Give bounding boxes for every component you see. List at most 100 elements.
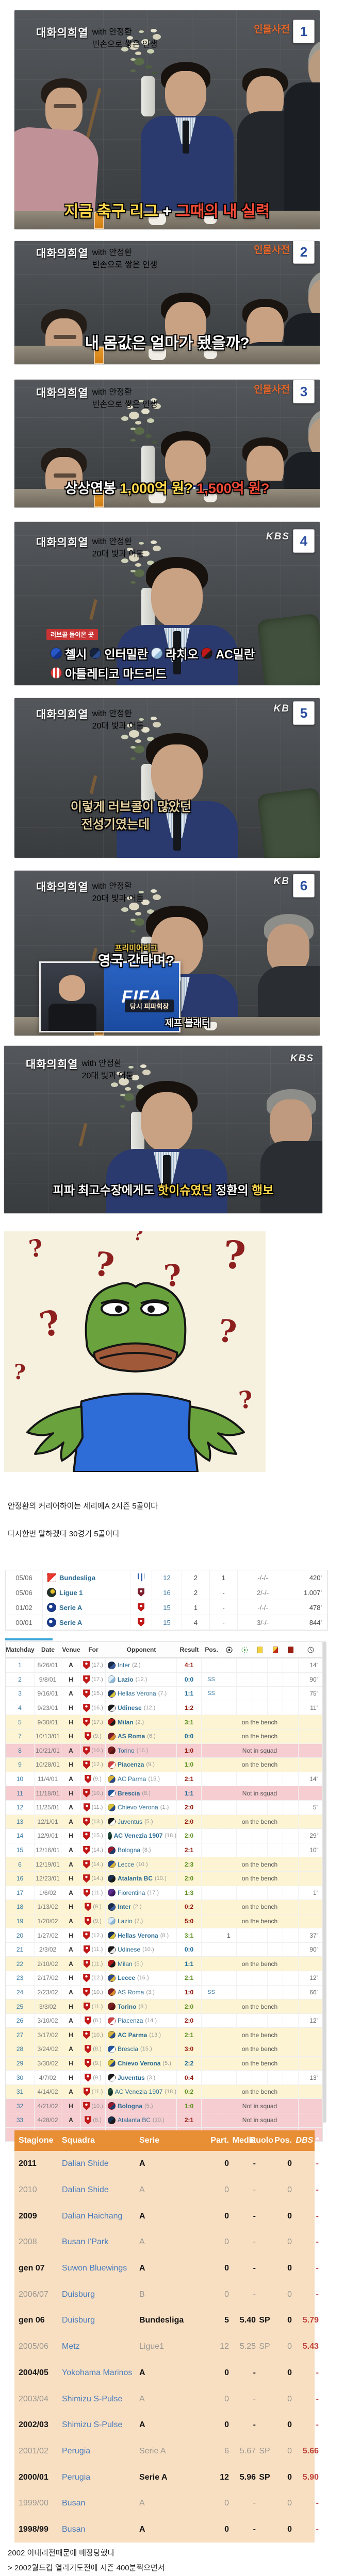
league-link[interactable]: Serie A: [59, 1618, 83, 1626]
perugia-shield-icon: [83, 1704, 90, 1713]
pos-cell: [202, 1999, 221, 2013]
opponent-link[interactable]: Bologna: [118, 2102, 142, 2110]
subtitle-caption-part: 그때의 내 실력: [176, 203, 270, 220]
opponent-link[interactable]: Juventus: [118, 1818, 143, 1825]
dbs-cell: 5.90: [302, 2472, 319, 2482]
opponent-link[interactable]: Piacenza: [118, 2017, 143, 2025]
opponent-link[interactable]: Bologna: [118, 1846, 141, 1854]
goals-cell: [221, 2013, 237, 2028]
squadra-link[interactable]: Duisburg: [62, 2290, 95, 2299]
opponent-link[interactable]: AC Venezia 1907: [114, 2088, 163, 2096]
league-cell: Serie A: [43, 1615, 130, 1630]
dbs-cell: -: [316, 2264, 319, 2273]
assists-icon: [237, 1647, 252, 1653]
squadra-link[interactable]: Busan I'Park: [62, 2238, 109, 2247]
opponent-link[interactable]: Chievo Verona: [118, 1804, 158, 1811]
league-link[interactable]: Bundesliga: [59, 1573, 96, 1582]
ligue1-league-icon: [47, 1588, 56, 1597]
squadra-link[interactable]: Dalian Shide: [62, 2185, 109, 2195]
squadra-link[interactable]: Busan: [62, 2524, 86, 2534]
squadra-link[interactable]: Dalian Haichang: [62, 2211, 123, 2221]
opponent-link[interactable]: Milan: [118, 1718, 134, 1726]
table-scrollbar[interactable]: [323, 1641, 326, 2123]
opponent-link[interactable]: Torino: [118, 2003, 137, 2010]
opponent-link[interactable]: AS Roma: [118, 1988, 144, 1996]
opponent-link[interactable]: Lecce: [118, 1974, 136, 1982]
opponent-link[interactable]: Lecce: [118, 1860, 135, 1868]
opponent-link[interactable]: Milan: [118, 1960, 133, 1968]
perugia-club-icon: [138, 1618, 144, 1626]
opponent-link[interactable]: Udinese: [118, 1946, 141, 1954]
opponent-link[interactable]: Atalanta BC: [118, 2116, 151, 2124]
opponent-link[interactable]: Udinese: [118, 1704, 142, 1712]
club-crest-icon: [201, 648, 213, 659]
opponent-link[interactable]: Brescia: [118, 2045, 139, 2053]
opponent-link[interactable]: Inter: [118, 1662, 130, 1669]
subtitle-caption-part: 피파 최고수장에게도: [53, 1183, 158, 1197]
squadra-link[interactable]: Yokohama Marinos: [62, 2368, 133, 2377]
opponent-link[interactable]: Hellas Verona: [118, 1931, 158, 1939]
active-tab-indicator[interactable]: [5, 1638, 53, 1640]
squadra-link[interactable]: Dalian Shide: [62, 2159, 109, 2168]
part-cell: 0: [224, 2211, 229, 2221]
person-face: [165, 302, 206, 349]
logo-with-tag: with 안정환: [92, 28, 132, 37]
opponent-badge-icon: [108, 2074, 116, 2082]
image-number-badge: 2: [293, 241, 315, 264]
venue-cell: A: [61, 1658, 81, 1672]
venue-cell: H: [61, 1999, 81, 2013]
opponent-link[interactable]: Brescia: [118, 1789, 140, 1797]
opponent-link[interactable]: Inter: [118, 1903, 132, 1911]
opponent-link[interactable]: AS Roma: [118, 1733, 145, 1740]
perugia-shield-icon: [83, 1675, 90, 1684]
league-link[interactable]: Ligue 1: [59, 1588, 83, 1597]
opponent-badge-icon: [108, 2102, 116, 2110]
opponent-link[interactable]: Lazio: [118, 1675, 134, 1683]
squadra-link[interactable]: Shimizu S-Pulse: [62, 2394, 123, 2403]
squadra-link[interactable]: Busan: [62, 2499, 86, 2508]
opponent-link[interactable]: Chievo Verona: [118, 2059, 161, 2067]
opponent-link[interactable]: Atalanta BC: [118, 1875, 153, 1883]
yellowred-cell: [268, 1886, 283, 1900]
opponent-link[interactable]: AC Venezia 1907: [113, 1832, 163, 1840]
opponent-link[interactable]: Lazio: [118, 1917, 133, 1925]
squadra-link[interactable]: Suwon Bluewings: [62, 2264, 127, 2273]
status-cell: on the bench: [221, 1914, 299, 1928]
opponent-link[interactable]: Piacenza: [118, 1761, 144, 1769]
pos-cell: [202, 2071, 221, 2084]
opponent-link[interactable]: Fiorentina: [118, 1889, 145, 1896]
opponent-cell: Juventus (5.): [106, 1815, 177, 1829]
stagione-cell: 2001/02: [19, 2446, 48, 2455]
opponent-link[interactable]: AC Parma: [118, 1775, 146, 1783]
league-link[interactable]: Serie A: [59, 1603, 83, 1612]
serie-cell: Serie A: [139, 2472, 168, 2482]
serie-cell: A: [139, 2499, 145, 2508]
bundesliga-league-icon: [47, 1573, 56, 1582]
for-cell: (9.): [81, 1900, 106, 1914]
apps-cell[interactable]: 12: [152, 1570, 182, 1585]
squadra-link[interactable]: Metz: [62, 2342, 80, 2351]
apps-cell[interactable]: 15: [152, 1615, 182, 1630]
matchday-row: 3 9/16/01 A (15.) Hellas Verona (7.) 1:1 SS 75': [6, 1687, 322, 1701]
for-cell: (17.): [81, 1658, 106, 1672]
show-logo: 대화의희열 with 안정환 빈손으로 쌓은 인생: [36, 25, 157, 49]
pos-cell: 0: [287, 2524, 292, 2534]
apps-cell[interactable]: 16: [152, 1585, 182, 1600]
venue-cell: A: [61, 1687, 81, 1701]
opponent-link[interactable]: AC Parma: [118, 2031, 147, 2039]
opponent-link[interactable]: Juventus: [118, 2074, 145, 2081]
dbs-cell: -: [316, 2368, 319, 2377]
squadra-link[interactable]: Perugia: [62, 2446, 91, 2455]
date-cell: 12/19/01: [35, 1857, 61, 1871]
squadra-link[interactable]: Duisburg: [62, 2316, 95, 2325]
matchday-row: 25 3/3/02 H (11.) Torino (8.) 2:0 on the bench: [6, 1999, 322, 2014]
squadra-link[interactable]: Shimizu S-Pulse: [62, 2420, 123, 2430]
opponent-link[interactable]: Torino: [118, 1747, 135, 1754]
perugia-shield-icon: [83, 1846, 90, 1855]
pos-cell: SS: [202, 1687, 221, 1701]
squadra-link[interactable]: Perugia: [62, 2472, 91, 2482]
opponent-link[interactable]: Hellas Verona: [118, 1690, 156, 1698]
apps-cell[interactable]: 15: [152, 1600, 182, 1615]
pos-cell: [202, 1701, 221, 1715]
subtitle-caption-part: 행보: [251, 1183, 274, 1197]
